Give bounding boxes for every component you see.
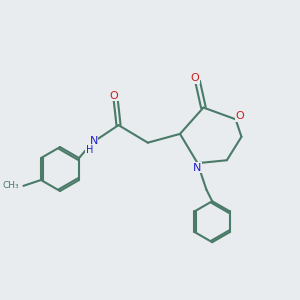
Text: H: H <box>85 145 93 155</box>
Text: O: O <box>236 111 244 121</box>
Text: O: O <box>110 91 118 101</box>
Text: CH₃: CH₃ <box>2 182 19 190</box>
Text: O: O <box>190 73 199 83</box>
Text: N: N <box>194 163 202 172</box>
Text: N: N <box>89 136 98 146</box>
